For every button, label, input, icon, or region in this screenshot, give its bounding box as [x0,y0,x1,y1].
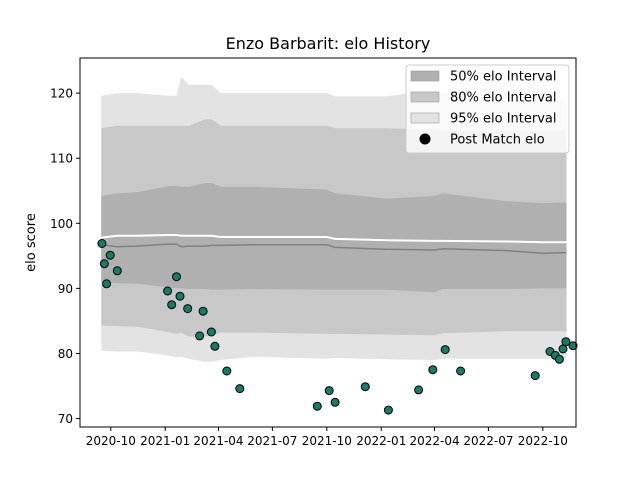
data-point [113,267,121,275]
data-point [415,386,423,394]
x-tick-label: 2022-10 [518,434,568,448]
chart-title: Enzo Barbarit: elo History [226,34,431,53]
data-point [555,355,563,363]
data-point [531,372,539,380]
data-point [207,328,215,336]
y-tick-label: 100 [50,217,73,231]
y-axis-label: elo score [24,213,39,272]
data-point [199,307,207,315]
data-point [441,346,449,354]
legend-label: 80% elo Interval [450,91,557,106]
legend-marker [420,134,431,145]
data-point [103,280,111,288]
data-point [313,402,321,410]
data-point [196,332,204,340]
y-tick-label: 90 [58,282,73,296]
data-point [236,385,244,393]
x-tick-label: 2022-01 [356,434,406,448]
x-tick-label: 2022-07 [463,434,513,448]
data-point [184,305,192,313]
x-tick-label: 2020-10 [86,434,136,448]
legend: 50% elo Interval 80% elo Interval 95% elo … [406,65,569,153]
data-point [173,273,181,281]
legend-label: 95% elo Interval [450,112,557,127]
data-point [211,342,219,350]
x-tick-label: 2021-07 [247,434,297,448]
data-point [98,240,106,248]
data-point [168,301,176,309]
data-point [429,366,437,374]
y-tick-label: 110 [50,152,73,166]
data-point [325,387,333,395]
y-tick-label: 80 [58,347,73,361]
legend-label: 50% elo Interval [450,70,557,85]
data-point [384,406,392,414]
y-tick-label: 70 [58,412,73,426]
legend-swatch [411,113,439,123]
data-point [457,367,465,375]
data-point [331,398,339,406]
data-point [361,383,369,391]
data-point [223,367,231,375]
y-tick-label: 120 [50,87,73,101]
legend-label: Post Match elo [450,133,545,148]
legend-swatch [411,92,439,102]
x-tick-label: 2021-01 [140,434,190,448]
data-point [176,292,184,300]
legend-swatch [411,71,439,81]
data-point [164,287,172,295]
x-tick-label: 2021-10 [302,434,352,448]
data-point [100,260,108,268]
x-tick-label: 2021-04 [193,434,243,448]
x-tick-label: 2022-04 [409,434,459,448]
data-point [106,251,114,259]
